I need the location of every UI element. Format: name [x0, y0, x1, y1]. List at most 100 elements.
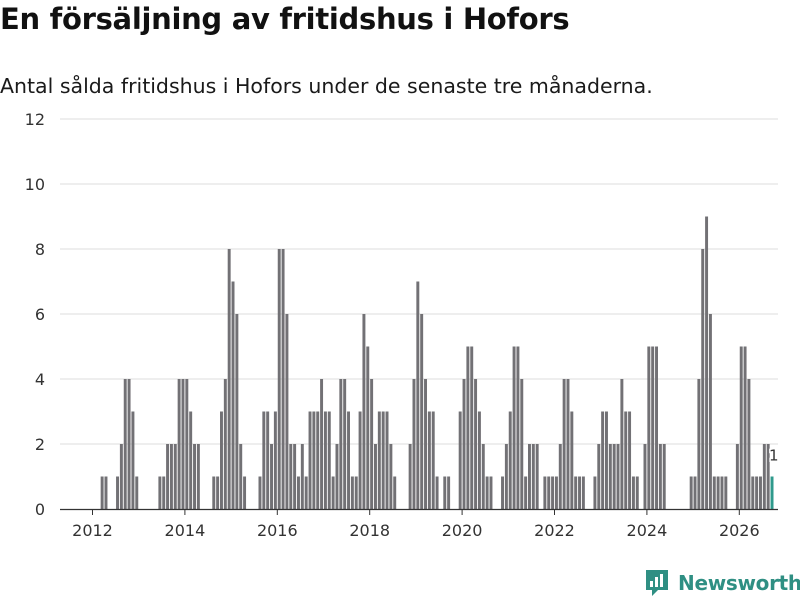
newsworthy-logo-icon [646, 570, 668, 596]
bar [647, 346, 651, 509]
bar [381, 411, 385, 509]
x-tick-label: 2022 [534, 521, 575, 540]
bar [189, 411, 193, 509]
bar [458, 411, 462, 509]
bar [366, 346, 370, 509]
bar [543, 476, 547, 509]
bar [220, 411, 223, 509]
bar [354, 476, 358, 509]
bar [166, 444, 170, 509]
bar [350, 476, 354, 509]
bar [193, 444, 196, 509]
bar [181, 379, 185, 509]
bar [558, 444, 562, 509]
bar [343, 379, 347, 509]
bar [520, 379, 524, 509]
bar [196, 444, 200, 509]
y-tick-label: 8 [35, 240, 45, 259]
bar [335, 444, 339, 509]
bar [554, 476, 558, 509]
newsworthy-logo[interactable]: Newsworthy [644, 568, 800, 598]
bar [408, 444, 412, 509]
bar [624, 411, 628, 509]
bar [393, 476, 397, 509]
x-tick-label: 2012 [72, 521, 113, 540]
bar [100, 476, 104, 509]
bar [223, 379, 227, 509]
bar [300, 444, 304, 509]
bar [266, 411, 270, 509]
y-tick-label: 0 [35, 500, 45, 519]
bar [347, 411, 350, 509]
bar [239, 444, 243, 509]
chart-subtitle: Antal sålda fritidshus i Hofors under de… [0, 74, 653, 98]
bar [116, 476, 119, 509]
bar [601, 411, 605, 509]
bar [747, 379, 751, 509]
bar [712, 476, 716, 509]
bar [293, 444, 297, 509]
bar [689, 476, 693, 509]
chart-title: En försäljning av fritidshus i Hofors [0, 2, 570, 36]
bar [162, 476, 166, 509]
bar [701, 249, 705, 509]
y-tick-label: 2 [35, 435, 45, 454]
x-tick-label: 2024 [627, 521, 668, 540]
bar [616, 444, 620, 509]
bar [535, 444, 539, 509]
bar [766, 444, 770, 509]
bar [281, 249, 285, 509]
bar [608, 444, 612, 509]
bar [262, 411, 266, 509]
bar [285, 314, 289, 509]
bar [485, 476, 489, 509]
bar [705, 216, 709, 509]
bar [447, 476, 451, 509]
bar [119, 444, 123, 509]
bar [289, 444, 293, 509]
x-tick-label: 2020 [442, 521, 483, 540]
bar [512, 346, 516, 509]
bar [708, 314, 712, 509]
bar [185, 379, 189, 509]
x-tick-label: 2014 [165, 521, 206, 540]
bar [662, 444, 666, 509]
bar [331, 476, 335, 509]
bar [227, 249, 231, 509]
y-tick-label: 10 [25, 175, 45, 194]
bar [358, 411, 362, 509]
bar [508, 411, 512, 509]
bar [739, 346, 743, 509]
bar [628, 411, 632, 509]
bar [470, 346, 474, 509]
bar [258, 476, 262, 509]
bar [312, 411, 316, 509]
bar [385, 411, 389, 509]
bar [235, 314, 239, 509]
bar [374, 444, 377, 509]
bar [424, 379, 427, 509]
bar [308, 411, 312, 509]
bar [551, 476, 555, 509]
bar [270, 444, 273, 509]
bar [412, 379, 416, 509]
bar [273, 411, 277, 509]
x-tick-label: 2016 [257, 521, 298, 540]
bar [566, 379, 570, 509]
x-tick-label: 2018 [349, 521, 390, 540]
bar [316, 411, 320, 509]
bar [489, 476, 493, 509]
bar [655, 346, 658, 509]
bar [389, 444, 393, 509]
bar [327, 411, 331, 509]
bar [651, 346, 655, 509]
bar [435, 476, 439, 509]
y-tick-label: 6 [35, 305, 45, 324]
bar [504, 444, 508, 509]
bar [643, 444, 647, 509]
y-tick-label: 4 [35, 370, 45, 389]
bar [277, 249, 281, 509]
bar [762, 444, 766, 509]
bar [720, 476, 724, 509]
bar [612, 444, 616, 509]
